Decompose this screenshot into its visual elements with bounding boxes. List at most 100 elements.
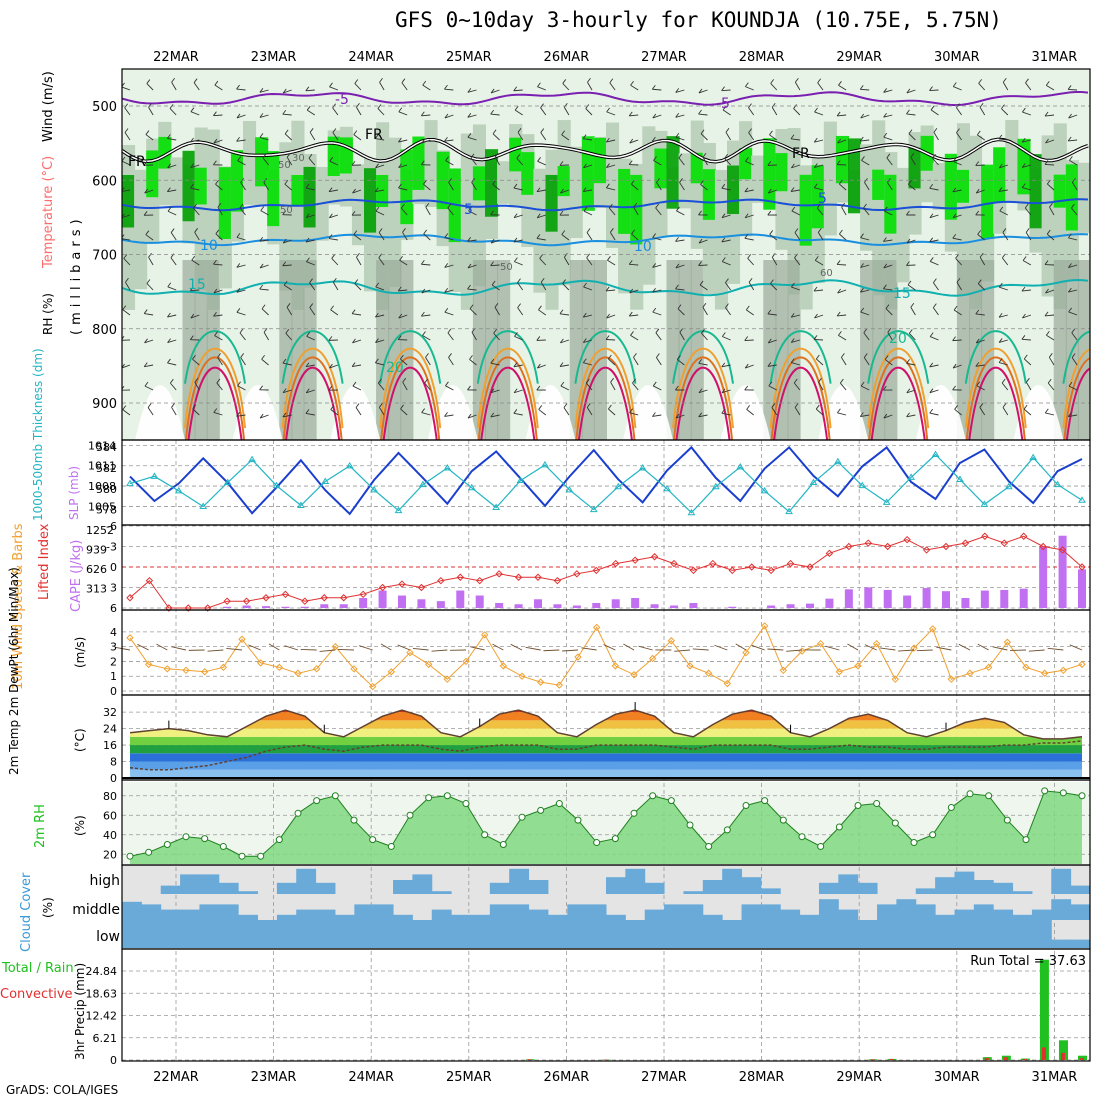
wind-barb-flag: [375, 358, 379, 364]
rh-shade: [170, 157, 184, 206]
wind-barb: [771, 107, 778, 116]
rh2m-point: [145, 848, 153, 856]
rh2m-point: [798, 833, 806, 841]
wind-barb-flag: [998, 338, 1003, 343]
wind-barb-flag: [606, 313, 610, 319]
wind-barb-flag: [308, 153, 313, 159]
wind-barb: [309, 132, 316, 141]
wind-barb-flag: [561, 130, 565, 135]
wind-barb-flag: [216, 378, 221, 384]
wind-barb: [608, 207, 616, 216]
wind-barb-10m: [543, 649, 560, 652]
wind-barb-flag: [675, 263, 680, 269]
lifted-index-point: [456, 573, 464, 581]
wind-barb-flag: [259, 413, 264, 419]
rh-shade: [533, 168, 547, 293]
wind-barb-flag: [952, 363, 957, 369]
wind-barb-flag: [721, 408, 726, 414]
lifted-index-point: [612, 559, 620, 568]
wind-barb: [516, 157, 524, 166]
wind-barb: [886, 157, 893, 166]
wind-barb-flag: [190, 137, 194, 143]
wind-barb-flag: [676, 206, 680, 212]
temp-dome-contour: [965, 356, 1026, 440]
wind-barb-10m: [1028, 649, 1045, 652]
wind-barb-flag: [724, 153, 728, 159]
wind-barb-flag: [883, 132, 888, 138]
wind-barb: [1025, 82, 1032, 91]
wind-barb-10m: [412, 647, 429, 651]
wind-barb: [744, 237, 754, 241]
wind-barb: [815, 260, 824, 266]
temp-dome-contour: [1063, 357, 1090, 440]
wind-barb: [213, 114, 223, 117]
y-tick-label: 0: [110, 561, 117, 574]
slp-tick-label: 1008: [88, 480, 116, 493]
wind-barb: [309, 307, 316, 316]
cloud-bar-low: [393, 920, 413, 948]
wind-barb-flag: [1068, 381, 1073, 387]
lifted-index-point: [417, 583, 426, 592]
cloud-bar-middle: [915, 904, 936, 920]
thickness-point: [931, 450, 940, 457]
rh2m-point: [1022, 836, 1030, 844]
date-label-bottom: 27MAR: [641, 1070, 687, 1085]
wind-barb-flag: [1069, 156, 1073, 161]
rh-shade-green: [593, 137, 607, 184]
wind-barb-flag: [585, 104, 590, 109]
wind-barb: [609, 82, 616, 91]
wind-barb-flag: [282, 412, 287, 418]
cloud-unit-label: (%): [41, 897, 55, 918]
wind-barb: [583, 189, 593, 193]
wind-barb: [1068, 414, 1078, 418]
wind-barb-flag: [582, 312, 587, 318]
wind-barb: [214, 335, 223, 341]
wind-barb-flag: [148, 252, 152, 258]
wind-barb: [309, 282, 316, 291]
wind-barb: [975, 164, 985, 166]
wind-barb-flag: [744, 363, 749, 369]
wind-barb-10m: [879, 647, 896, 651]
wind-barb: [814, 139, 824, 143]
wind-barb: [725, 282, 731, 291]
wind-barb-flag: [214, 80, 219, 86]
wind-barb: [145, 134, 154, 141]
wind-barb: [492, 183, 500, 191]
rh-shade-low: [860, 260, 874, 440]
rh2m-point: [425, 794, 433, 802]
millibars-label: (millibars): [69, 214, 84, 335]
wind-barb-flag: [744, 336, 749, 341]
cloud-bar-low: [993, 920, 1014, 948]
wind-barb-flag: [236, 113, 241, 119]
wind-barb: [494, 156, 500, 166]
wind-barb: [144, 385, 154, 391]
cloud-bar-high: [238, 891, 259, 894]
cape-bar: [495, 603, 504, 608]
wind-barb: [652, 289, 662, 293]
wind-barb: [655, 332, 662, 341]
wind-barb: [1047, 382, 1055, 391]
wind-barb-flag: [282, 388, 287, 393]
lifted-index-point: [592, 566, 600, 575]
precip-frame: [121, 948, 1091, 1062]
wind-barb: [745, 160, 754, 166]
wind-barb-flag: [583, 206, 588, 212]
wind-barb-flag: [956, 128, 960, 133]
lifted-index-point: [126, 594, 134, 602]
thickness-point: [907, 473, 916, 480]
thickness-point: [467, 483, 476, 491]
wind-barb-flag: [795, 77, 799, 83]
wind-barb: [768, 189, 777, 194]
wind-barb-flag: [955, 254, 959, 259]
wind-barb-flag: [352, 381, 357, 387]
wind-barb: [329, 86, 339, 91]
wind-barb: [282, 113, 292, 116]
wind-barb: [332, 132, 339, 141]
wind-barb-flag: [213, 408, 218, 413]
wind-speed-point: [275, 663, 284, 672]
wind-barb-flag: [305, 86, 310, 92]
temp-dome-contour: [574, 347, 637, 429]
wind-barb-flag: [932, 303, 937, 308]
wind-barb: [217, 357, 223, 366]
wind-barb: [352, 385, 362, 391]
